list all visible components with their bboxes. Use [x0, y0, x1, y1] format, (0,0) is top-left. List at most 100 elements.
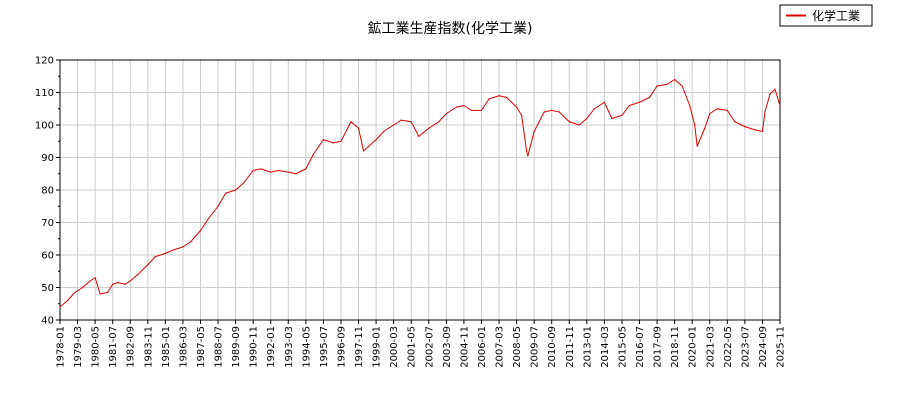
grid: [60, 60, 780, 320]
y-tick-label: 120: [35, 56, 54, 67]
data-point: [350, 121, 352, 123]
data-point: [260, 168, 262, 170]
data-point: [527, 155, 529, 157]
y-tick-label: 70: [41, 218, 54, 229]
x-tick-label: 2014-03: [600, 326, 611, 368]
data-point: [117, 282, 119, 284]
data-point: [383, 130, 385, 133]
x-tick-label: 1996-09: [336, 326, 347, 368]
x-tick-label: 2021-03: [705, 326, 716, 368]
data-point: [704, 127, 706, 129]
data-point: [744, 126, 746, 128]
data-point: [99, 293, 101, 295]
x-tick-label: 2002-07: [424, 326, 435, 368]
x-tick-label: 1986-03: [178, 326, 189, 368]
data-point: [621, 114, 623, 116]
data-point: [488, 98, 490, 100]
data-point: [578, 124, 580, 126]
x-tick-label: 2020-01: [688, 326, 699, 368]
data-point: [235, 189, 237, 191]
data-point: [709, 113, 711, 115]
data-point: [217, 205, 219, 207]
data-point: [81, 286, 84, 289]
data-point: [270, 171, 272, 173]
data-point: [674, 78, 676, 81]
data-point: [137, 273, 139, 276]
data-point: [611, 117, 613, 120]
legend-box: [779, 4, 873, 27]
y-tick-label: 100: [35, 121, 54, 132]
x-tick-label: 1978-01: [56, 326, 67, 368]
x-tick-label: 2011-11: [565, 326, 576, 368]
data-point: [287, 171, 289, 173]
x-tick-label: 2004-11: [459, 326, 470, 368]
series-layer: [59, 78, 781, 308]
data-point: [242, 182, 244, 185]
x-tick-label: 1995-07: [319, 326, 330, 368]
data-point: [94, 277, 96, 279]
data-point: [764, 111, 766, 113]
x-tick-label: 1989-09: [231, 326, 242, 368]
data-point: [694, 124, 696, 126]
data-point: [470, 109, 473, 111]
y-tick-label: 50: [41, 283, 54, 294]
data-point: [666, 83, 668, 85]
x-tick-label: 2017-09: [653, 326, 664, 368]
x-tick-label: 1988-07: [214, 326, 225, 368]
x-tick-label: 2024-09: [758, 326, 769, 368]
x-tick-label: 1982-09: [126, 326, 137, 368]
data-point: [393, 124, 395, 126]
data-point: [526, 150, 528, 152]
data-point: [445, 113, 447, 115]
data-point: [774, 88, 776, 90]
data-point: [480, 109, 483, 111]
x-tick-label: 1999-01: [372, 326, 383, 368]
data-point: [224, 192, 227, 194]
data-point: [603, 101, 605, 103]
data-point: [147, 264, 149, 266]
x-tick-label: 2003-09: [442, 326, 453, 368]
legend: 化学工業: [779, 4, 873, 27]
data-point: [716, 108, 718, 110]
data-point: [761, 130, 764, 133]
data-point: [357, 127, 360, 129]
data-point: [74, 291, 76, 293]
x-tick-label: 1992-01: [266, 326, 277, 368]
data-point: [726, 109, 728, 111]
series-line-0: [59, 79, 781, 308]
data-point: [543, 111, 545, 113]
data-point: [322, 139, 325, 141]
chart-title: 鉱工業生産指数(化学工業): [368, 20, 533, 37]
y-tick-label: 110: [35, 88, 54, 99]
data-point: [362, 150, 365, 152]
legend-label: 化学工業: [812, 8, 860, 23]
y-tick-label: 80: [41, 186, 54, 197]
data-point: [681, 85, 683, 87]
x-tick-label: 2016-07: [635, 326, 646, 368]
x-tick-label: 1993-03: [284, 326, 295, 368]
data-point: [689, 104, 691, 107]
data-point: [400, 119, 402, 121]
data-point: [586, 117, 588, 120]
x-tick-label: 2007-03: [495, 326, 506, 368]
y-tick-label: 40: [41, 316, 54, 327]
data-point: [628, 104, 631, 107]
data-point: [129, 280, 131, 282]
data-point: [438, 121, 440, 123]
x-tick-label: 1990-11: [249, 326, 260, 368]
data-point: [410, 121, 412, 123]
data-point: [498, 95, 500, 97]
x-tick-label: 2018-11: [670, 326, 681, 368]
x-tick-label: 2000-03: [389, 326, 400, 368]
x-tick-label: 2022-05: [723, 326, 734, 368]
x-tick-label: 1985-01: [161, 326, 172, 368]
x-tick-label: 2006-01: [477, 326, 488, 368]
y-tick-label: 60: [41, 251, 54, 262]
data-point: [112, 283, 114, 285]
x-tick-label: 1994-05: [301, 326, 312, 368]
x-tick-label: 2008-05: [512, 326, 523, 368]
data-point: [638, 101, 641, 103]
data-point: [277, 169, 279, 172]
